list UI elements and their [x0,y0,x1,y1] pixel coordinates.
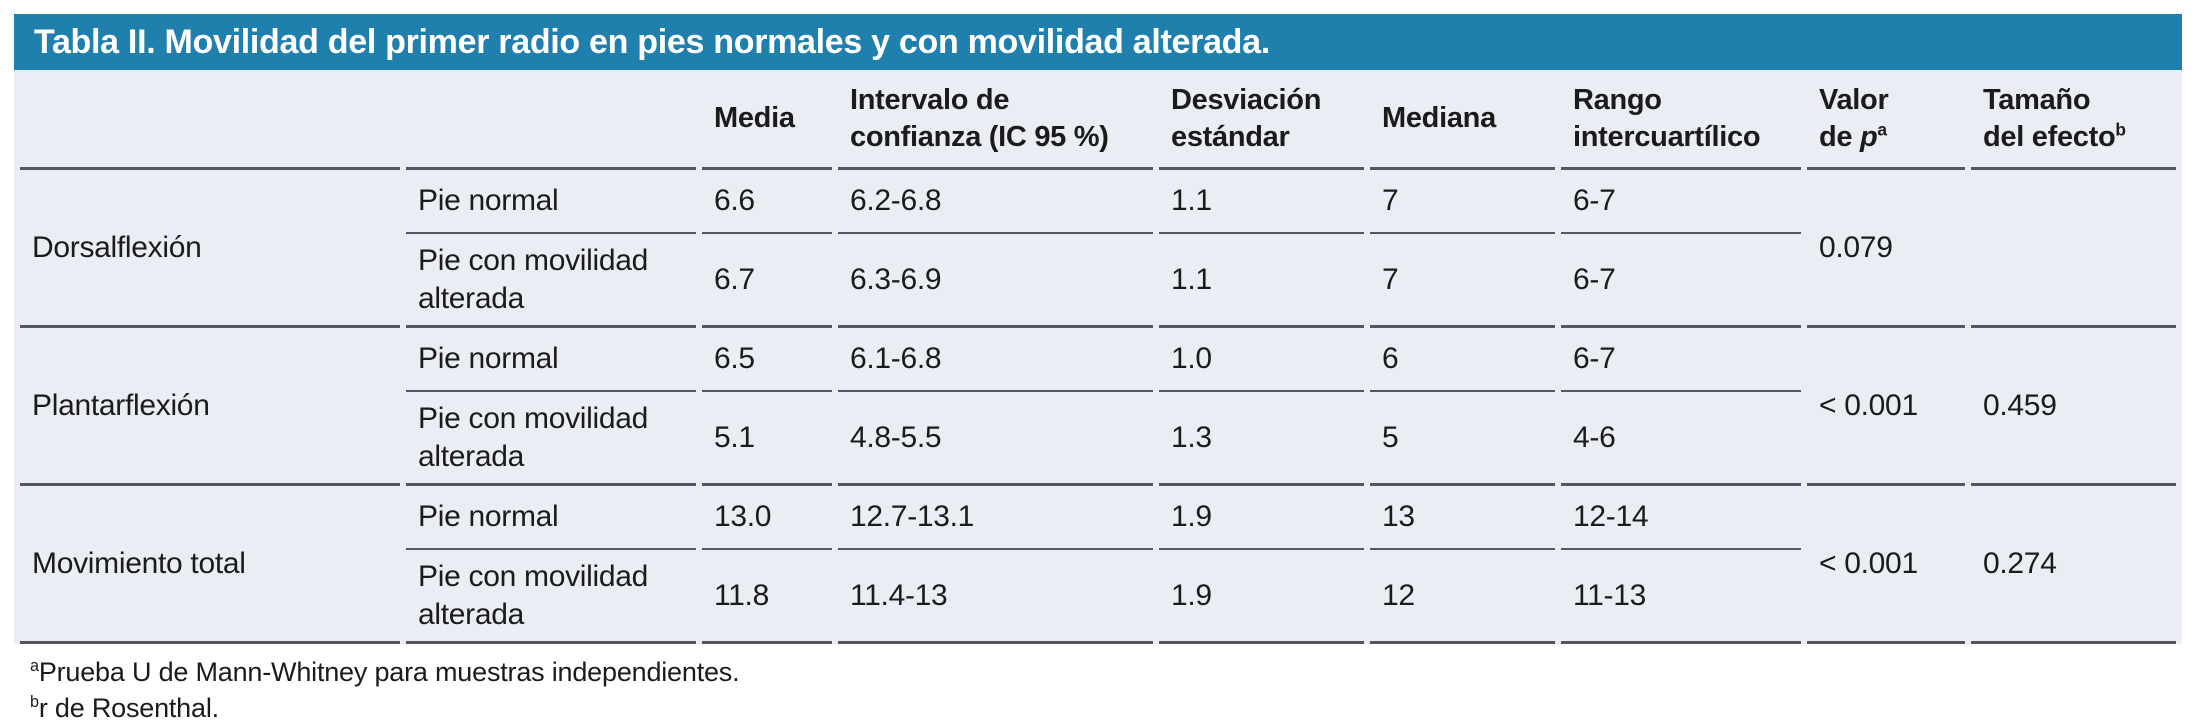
table-row: Movimiento total Pie normal 13.0 12.7-13… [20,486,2176,644]
cell-interquartile-range: 4-6 [1561,392,1801,486]
cell-media: 11.8 [702,550,832,644]
table-row: Dorsalflexión Pie normal 6.6 6.2-6.8 1.1… [20,170,2176,328]
cell-media: 6.6 [702,170,832,234]
statistics-table: Media Intervalo de confianza (IC 95 %) D… [14,70,2182,644]
cell-interquartile-range: 6-7 [1561,170,1801,234]
cell-standard-deviation: 1.1 [1159,170,1364,234]
table-row: Pie con movilidad alterada 11.8 11.4-13 … [20,550,2176,644]
column-header-interquartile-range: Rango intercuartílico [1561,70,1801,170]
cell-interquartile-range: 6-7 [1561,328,1801,392]
cell-mediana: 7 [1370,234,1555,328]
header-row: Media Intervalo de confianza (IC 95 %) D… [20,70,2176,170]
column-header-confidence-interval: Intervalo de confianza (IC 95 %) [838,70,1153,170]
cell-p-value: 0.079 [1807,170,1965,328]
row-group-label: Plantarflexión [20,328,400,486]
cell-p-value: < 0.001 [1807,486,1965,644]
column-header-effect-size: Tamaño del efectob [1971,70,2176,170]
cell-mediana: 6 [1370,328,1555,392]
row-group-label: Movimiento total [20,486,400,644]
row-group-label: Dorsalflexión [20,170,400,328]
cell-media: 13.0 [702,486,832,550]
column-header-standard-deviation: Desviación estándar [1159,70,1364,170]
table-title-bar: Tabla II. Movilidad del primer radio en … [14,14,2182,70]
cell-mediana: 13 [1370,486,1555,550]
cell-mediana: 12 [1370,550,1555,644]
cell-effect-size [1971,170,2176,328]
cell-standard-deviation: 1.9 [1159,550,1364,644]
cell-media: 5.1 [702,392,832,486]
cell-mediana: 7 [1370,170,1555,234]
table-footnotes: aPrueba U de Mann-Whitney para muestras … [14,644,2182,726]
footnote-a: aPrueba U de Mann-Whitney para muestras … [30,657,740,687]
cell-confidence-interval: 11.4-13 [838,550,1153,644]
cell-sublabel: Pie normal [406,170,696,234]
cell-confidence-interval: 6.2-6.8 [838,170,1153,234]
cell-sublabel: Pie con movilidad alterada [406,234,696,328]
cell-sublabel: Pie normal [406,486,696,550]
cell-media: 6.5 [702,328,832,392]
cell-interquartile-range: 12-14 [1561,486,1801,550]
cell-media: 6.7 [702,234,832,328]
cell-p-value: < 0.001 [1807,328,1965,486]
cell-mediana: 5 [1370,392,1555,486]
cell-effect-size: 0.274 [1971,486,2176,644]
cell-standard-deviation: 1.3 [1159,392,1364,486]
cell-confidence-interval: 6.3-6.9 [838,234,1153,328]
cell-sublabel: Pie normal [406,328,696,392]
header-empty-sub [406,70,696,170]
table-row: Pie con movilidad alterada 6.7 6.3-6.9 1… [20,234,2176,328]
cell-effect-size: 0.459 [1971,328,2176,486]
cell-standard-deviation: 1.0 [1159,328,1364,392]
footnote-b: br de Rosenthal. [30,693,219,723]
table-row: Pie con movilidad alterada 5.1 4.8-5.5 1… [20,392,2176,486]
column-header-mediana: Mediana [1370,70,1555,170]
cell-sublabel: Pie con movilidad alterada [406,550,696,644]
cell-confidence-interval: 6.1-6.8 [838,328,1153,392]
table-row: Plantarflexión Pie normal 6.5 6.1-6.8 1.… [20,328,2176,486]
cell-standard-deviation: 1.9 [1159,486,1364,550]
cell-standard-deviation: 1.1 [1159,234,1364,328]
cell-sublabel: Pie con movilidad alterada [406,392,696,486]
cell-confidence-interval: 4.8-5.5 [838,392,1153,486]
column-header-p-value: Valor de pa [1807,70,1965,170]
cell-interquartile-range: 11-13 [1561,550,1801,644]
cell-confidence-interval: 12.7-13.1 [838,486,1153,550]
cell-interquartile-range: 6-7 [1561,234,1801,328]
column-header-media: Media [702,70,832,170]
header-empty-group [20,70,400,170]
table-title: Tabla II. Movilidad del primer radio en … [34,23,1270,61]
